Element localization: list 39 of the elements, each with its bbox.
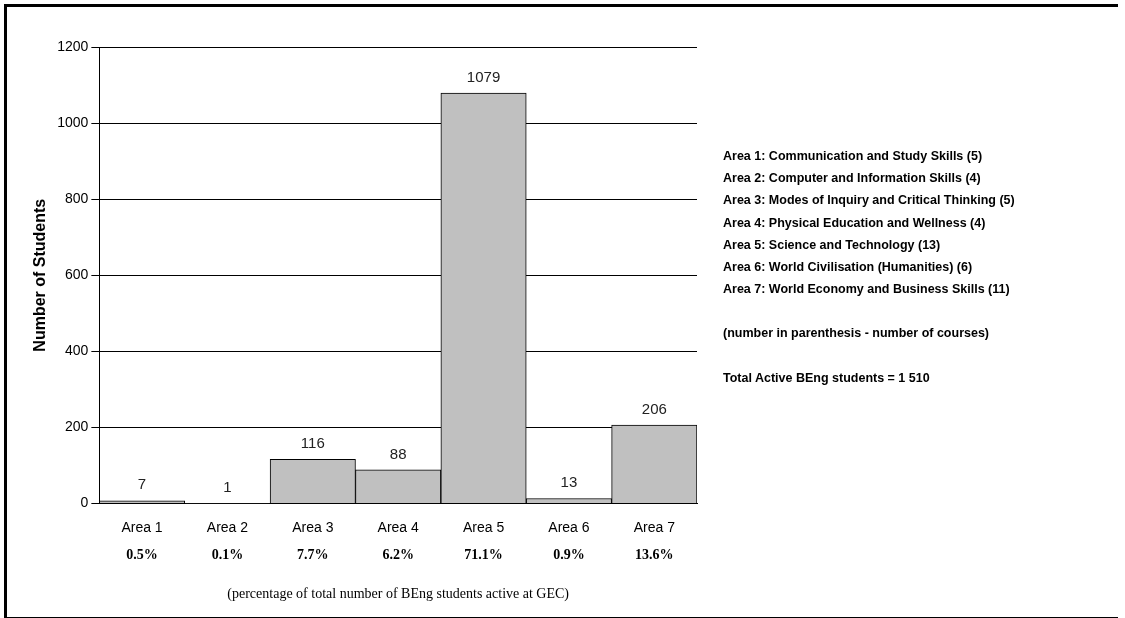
x-axis-title: (percentage of total number of BEng students active at GEC) bbox=[227, 586, 570, 603]
x-tick-label: Area 2 bbox=[206, 518, 249, 535]
data-label: 1079 bbox=[466, 67, 501, 85]
text: Total Active BEng students = 1 510 bbox=[723, 369, 931, 387]
text: 13.6% bbox=[635, 547, 674, 563]
text: Area 4: Physical Education and Wellness (4) bbox=[723, 214, 987, 232]
data-label: 1 bbox=[223, 477, 232, 495]
text: 6.2% bbox=[382, 547, 414, 563]
text: (number in parenthesis - number of courses) bbox=[723, 325, 990, 343]
y-tick-label: 400 bbox=[64, 342, 89, 359]
y-tick-label: 200 bbox=[64, 418, 89, 435]
text: 7.7% bbox=[297, 547, 329, 563]
y-tick-label: 800 bbox=[64, 189, 89, 206]
x-tick-label: Area 6 bbox=[548, 518, 590, 535]
y-tick-label: 0 bbox=[80, 494, 89, 511]
x-tick-label: Area 7 bbox=[633, 518, 676, 535]
x-tick-label: Area 3 bbox=[292, 518, 334, 535]
text: Area 2: Computer and Information Skills (4) bbox=[723, 170, 982, 188]
text: Area 5: Science and Technology (13) bbox=[723, 236, 942, 254]
y-tick-label: 1000 bbox=[57, 113, 89, 130]
y-tick-label: 1200 bbox=[57, 37, 89, 54]
data-label: 13 bbox=[560, 473, 578, 491]
text: Area 3: Modes of Inquiry and Critical Thinking (5) bbox=[723, 192, 1015, 210]
data-label: 7 bbox=[137, 475, 147, 493]
text: 0.5% bbox=[126, 547, 158, 563]
y-axis-title: Number of Students bbox=[31, 198, 49, 352]
text: 0.9% bbox=[553, 547, 585, 563]
data-label: 88 bbox=[389, 444, 407, 462]
text: 0.1% bbox=[211, 547, 244, 563]
x-tick-label: Area 1 bbox=[121, 518, 163, 535]
text: 71.1% bbox=[464, 547, 503, 563]
x-tick-label: Area 4 bbox=[377, 518, 420, 535]
text: Area 7: World Economy and Business Skills (11) bbox=[723, 281, 1011, 299]
x-tick-label: Area 5 bbox=[462, 518, 505, 535]
y-tick-label: 600 bbox=[64, 266, 89, 283]
data-label: 116 bbox=[300, 433, 325, 451]
text: Area 1: Communication and Study Skills (5) bbox=[723, 148, 984, 165]
data-label: 206 bbox=[641, 399, 667, 417]
text: Area 6: World Civilisation (Humanities) (6) bbox=[723, 259, 974, 276]
